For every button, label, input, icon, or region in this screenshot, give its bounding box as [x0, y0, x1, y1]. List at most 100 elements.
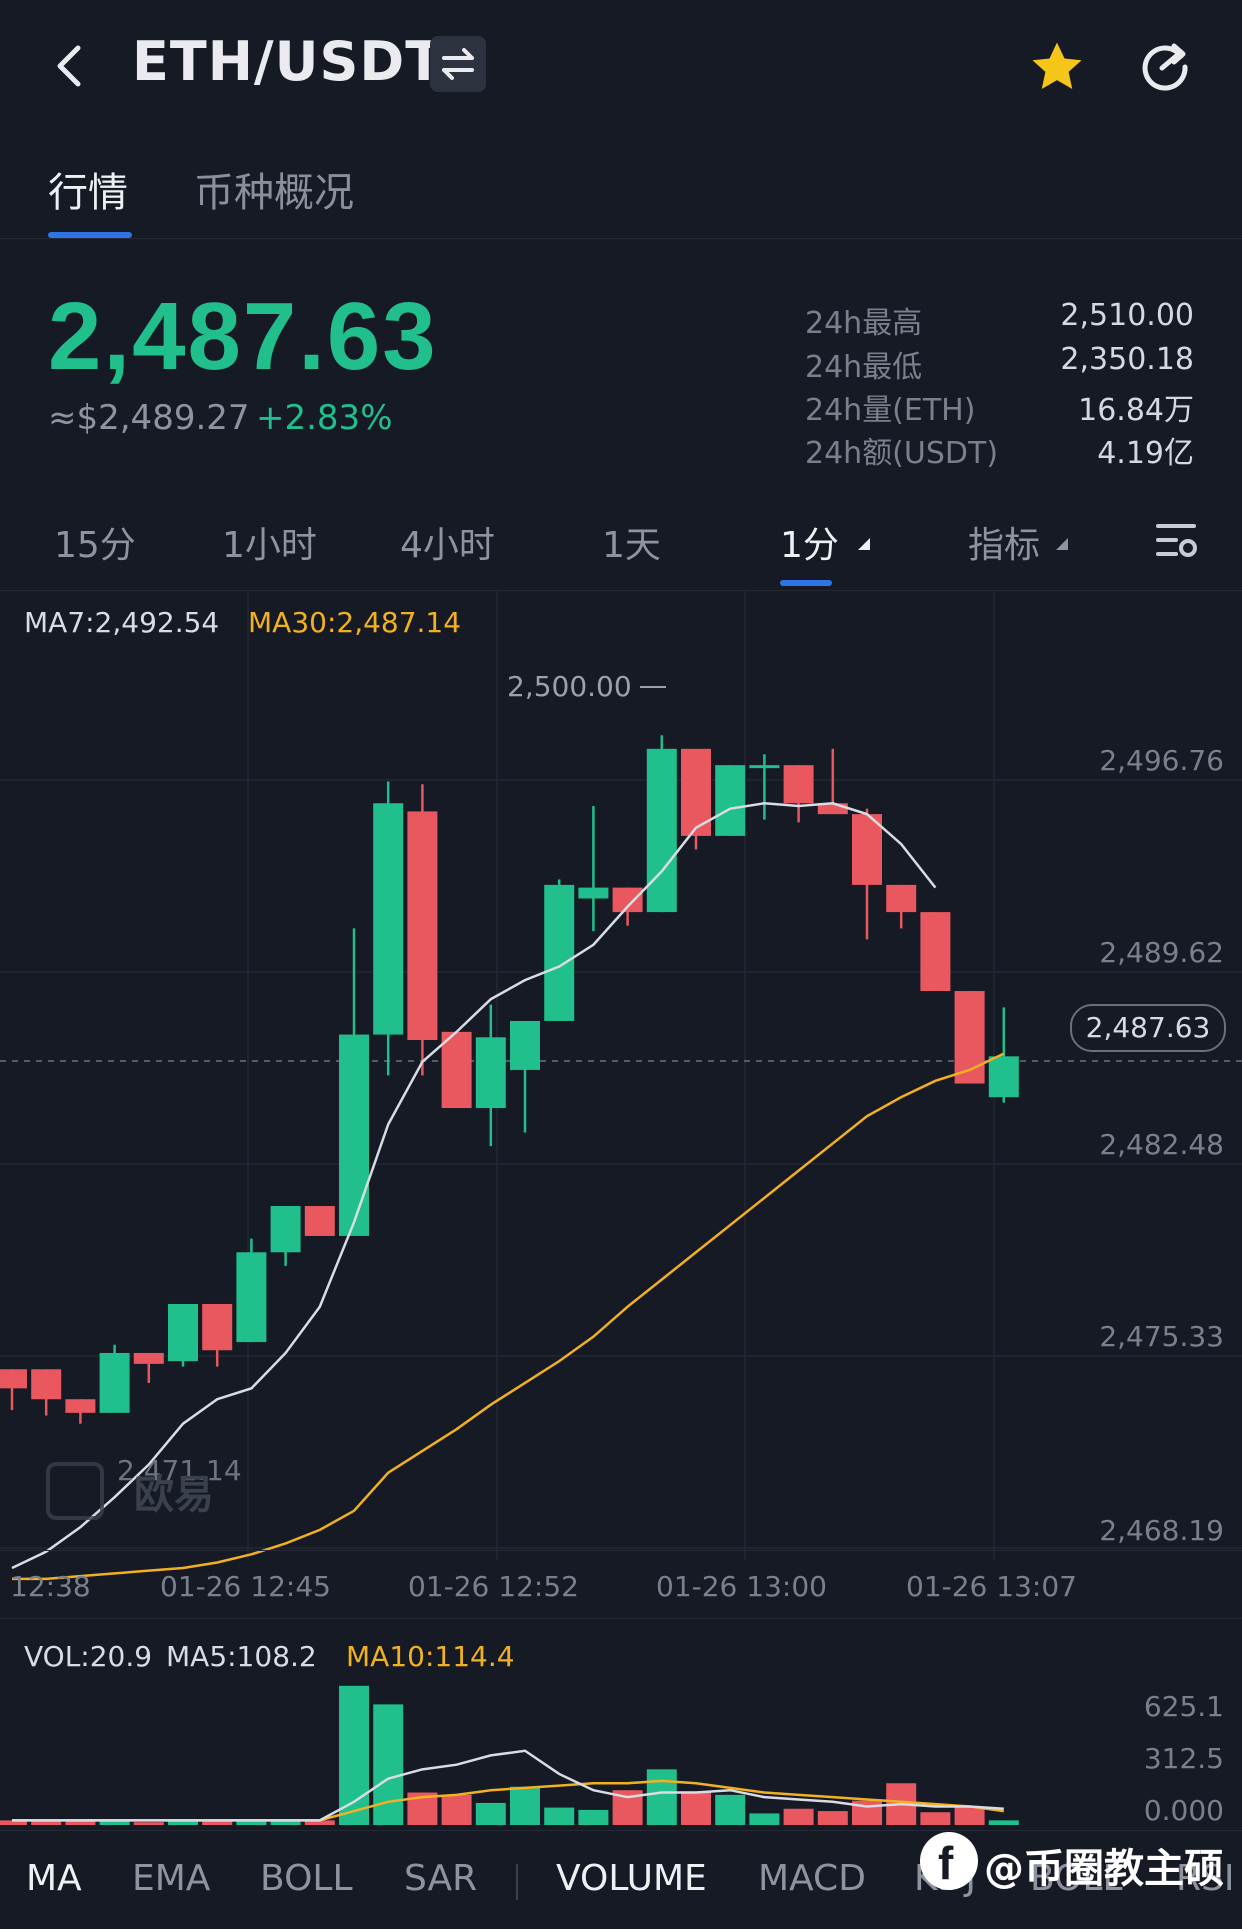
dropdown-triangle-icon [1056, 538, 1068, 550]
volume-bar [202, 1821, 233, 1825]
volume-bar [646, 1769, 677, 1825]
volume-bar [339, 1685, 369, 1825]
tab-coin-overview[interactable]: 币种概况 [194, 170, 354, 216]
volume-bar [133, 1822, 164, 1825]
indicator-menu[interactable]: 指标 [968, 525, 1041, 566]
star-icon [1032, 42, 1082, 89]
indicator-rsi[interactable]: RSI [1176, 1858, 1235, 1899]
candle-up [988, 1056, 1019, 1098]
tab-underline [48, 232, 132, 238]
volume-bar [373, 1704, 404, 1825]
high-price-marker [640, 686, 666, 688]
candle-up [99, 1352, 130, 1413]
volume-bar [168, 1820, 198, 1825]
volume-bar [510, 1786, 540, 1825]
pair-title: ETH/USDT [132, 30, 444, 93]
price-change: +2.83% [256, 398, 393, 438]
indicator-volume[interactable]: VOLUME [556, 1858, 707, 1899]
favorite-button[interactable] [1026, 36, 1088, 98]
candle-down [817, 803, 848, 815]
candle-down [852, 814, 882, 885]
swap-arrows-icon [442, 48, 474, 80]
x-tick: 01-26 13:07 [906, 1570, 1077, 1603]
indicator-ma[interactable]: MA [26, 1858, 82, 1899]
volume-chart[interactable] [0, 1660, 1242, 1830]
stat-label-high: 24h最高 [805, 306, 923, 341]
candle-down [65, 1399, 96, 1413]
volume-bar [988, 1820, 1019, 1825]
volume-divider [0, 1618, 1242, 1619]
x-tick: 12:38 [10, 1570, 91, 1603]
chevron-left-icon [57, 45, 81, 87]
candle-up [646, 748, 677, 913]
indicator-boll-sub[interactable]: BOLL [1030, 1858, 1123, 1899]
share-refresh-icon [1142, 43, 1188, 91]
candle-down [407, 811, 438, 1041]
volume-bar [783, 1808, 814, 1825]
timeframe-4h[interactable]: 4小时 [400, 525, 495, 566]
candle-down [783, 765, 814, 804]
ma7-line [11, 801, 937, 1570]
candle-down [202, 1303, 233, 1351]
timeframe-underline [780, 580, 832, 586]
volume-bar [475, 1802, 506, 1825]
stat-value-volume: 16.84万 [1078, 393, 1194, 428]
volume-ma5-line [12, 1749, 1004, 1822]
candle-up [270, 1206, 301, 1253]
timeframe-1h[interactable]: 1小时 [222, 525, 317, 566]
y-tick: 2,489.62 [1099, 936, 1224, 969]
vol-y-tick: 312.5 [1143, 1742, 1224, 1775]
indicator-boll[interactable]: BOLL [260, 1858, 353, 1899]
candle-up [578, 887, 609, 899]
timeframe-1m[interactable]: 1分 [780, 525, 839, 566]
volume-bar [0, 1820, 27, 1825]
candle-up [749, 765, 780, 769]
share-button[interactable] [1134, 34, 1196, 96]
current-price-tag[interactable]: 2,487.63 [1070, 1004, 1226, 1052]
vol-ma5-legend: MA5:108.2 [166, 1640, 317, 1673]
volume-bar [715, 1794, 746, 1825]
vol-y-tick: 0.000 [1143, 1794, 1224, 1827]
indicator-bar [0, 1830, 1242, 1929]
candle-down [31, 1369, 62, 1400]
volume-bar [578, 1809, 609, 1825]
chart-settings-button[interactable] [1154, 518, 1200, 564]
vol-ma10-legend: MA10:114.4 [346, 1640, 515, 1673]
volume-bar [817, 1811, 848, 1825]
swap-pair-button[interactable] [430, 36, 486, 92]
timeframe-15m[interactable]: 15分 [54, 525, 136, 566]
indicator-sar[interactable]: SAR [404, 1858, 478, 1899]
x-tick: 01-26 13:00 [656, 1570, 827, 1603]
volume-bar [954, 1806, 985, 1825]
stat-label-volume: 24h量(ETH) [805, 393, 976, 428]
volume-bar [65, 1820, 96, 1825]
timeframe-1d[interactable]: 1天 [602, 525, 661, 566]
high-price-annotation: 2,500.00 [507, 670, 632, 703]
attribution-text: @币圈教主硕 [984, 1846, 1224, 1892]
chart-top-divider [0, 590, 1242, 591]
candle-up [236, 1252, 267, 1343]
ma7-legend: MA7:2,492.54 [24, 606, 220, 639]
indicator-ema[interactable]: EMA [132, 1858, 211, 1899]
back-button[interactable] [40, 36, 100, 96]
indicator-macd[interactable]: MACD [758, 1858, 866, 1899]
volume-bar [749, 1813, 780, 1825]
stat-value-high: 2,510.00 [1060, 298, 1194, 333]
candle-down [304, 1206, 335, 1236]
candle-down [920, 912, 951, 992]
y-tick: 2,482.48 [1099, 1128, 1224, 1161]
y-tick: 2,468.19 [1099, 1514, 1224, 1547]
candlestick-chart[interactable] [0, 590, 1242, 1620]
chart-settings-icon [1156, 524, 1197, 557]
candle-up [510, 1020, 540, 1070]
candle-down [133, 1352, 164, 1364]
exchange-logo-icon [46, 1462, 104, 1520]
volume-bar [270, 1820, 301, 1825]
tab-market[interactable]: 行情 [48, 170, 128, 216]
low-price-annotation: 2,471.14 [117, 1454, 242, 1487]
candle-up [715, 765, 746, 836]
volume-bar [441, 1794, 472, 1825]
exchange-watermark: 欧易 [134, 1472, 214, 1518]
stat-label-low: 24h最低 [805, 350, 923, 385]
volume-bar [304, 1820, 335, 1825]
